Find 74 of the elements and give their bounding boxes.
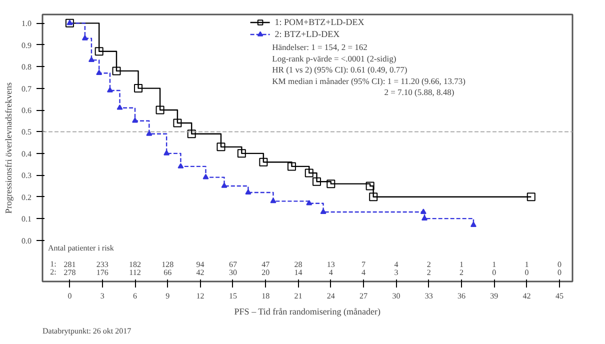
point <box>421 215 428 220</box>
y-tick-label: 0.2 <box>22 192 32 202</box>
point <box>420 208 426 214</box>
point <box>178 163 184 168</box>
point <box>94 47 104 56</box>
y-tick-label: 0.0 <box>22 236 32 246</box>
x-tick-label: 3 <box>100 292 104 300</box>
legend-label: 1: POM+BTZ+LD-DEX <box>274 16 364 28</box>
y-tick-label: 0.6 <box>22 106 32 116</box>
y-tick-label: 0.9 <box>22 40 32 50</box>
point <box>306 200 312 206</box>
point <box>237 149 246 158</box>
point <box>146 130 152 136</box>
x-tick-label: 36 <box>457 292 466 300</box>
annotation: 2 = 7.10 (5.88, 8.48) <box>384 87 454 98</box>
y-tick-label: 1.0 <box>22 19 32 28</box>
x-tick-label: 27 <box>360 292 368 300</box>
x-tick-label: 15 <box>228 292 237 300</box>
y-axis-title: Progressionsfri överlevnadsfrekvens <box>4 82 14 214</box>
point <box>245 189 252 194</box>
x-tick-label: 12 <box>196 292 204 300</box>
x-axis-title: PFS – Tid från randomisering (månader) <box>234 306 381 316</box>
annotation: KM median i månader (95% CI): 1 = 11.20 (9.66, 13.73) <box>272 76 466 86</box>
point <box>216 142 226 152</box>
point <box>88 56 94 62</box>
point <box>164 150 170 156</box>
text: Databrytpunkt: 26 okt 2017 <box>42 326 132 336</box>
x-tick-label: 30 <box>392 292 400 300</box>
point <box>287 162 296 171</box>
y-tick-label: 0.4 <box>22 149 32 158</box>
point <box>96 70 102 76</box>
point <box>221 182 228 188</box>
annotation: Antal patienter i risk <box>48 244 114 253</box>
point <box>369 192 378 202</box>
point <box>173 118 182 128</box>
point <box>134 84 143 93</box>
y-tick-label: 0.7 <box>22 84 32 94</box>
y-tick-label: 0.8 <box>22 62 32 72</box>
annotation: Händelser: 1 = 154, 2 = 162 <box>272 42 368 52</box>
text: 2: 278 176 112 66 42 30 20 14 4 4 3 2 2 0 0 0 <box>50 267 562 277</box>
point <box>187 130 196 138</box>
x-tick-label: 42 <box>522 292 531 300</box>
x-tick-label: 39 <box>490 292 498 300</box>
point <box>112 66 121 76</box>
point <box>259 158 268 166</box>
point <box>470 222 476 228</box>
point <box>304 168 314 178</box>
x-tick-label: 6 <box>133 292 138 300</box>
x-tick-label: 45 <box>555 292 564 300</box>
annotation: HR (1 vs 2) (95% CI): 0.61 (0.49, 0.77) <box>272 64 408 75</box>
y-tick-label: 0.3 <box>22 171 32 180</box>
x-tick-label: 18 <box>262 292 270 300</box>
annotation: Log-rank p-värde = <.0001 (2-sidig) <box>272 53 396 64</box>
point <box>270 198 276 204</box>
legend-label: 2: BTZ+LD-DEX <box>274 28 340 40</box>
x-tick-label: 24 <box>326 292 335 300</box>
point <box>132 117 138 123</box>
x-tick-label: 0 <box>68 292 72 300</box>
point <box>82 34 88 40</box>
x-tick-label: 21 <box>294 292 302 300</box>
point <box>156 106 164 114</box>
point <box>326 180 336 188</box>
point <box>106 87 113 92</box>
y-tick-label: 0.1 <box>22 214 32 224</box>
point <box>366 182 374 190</box>
point <box>312 177 321 186</box>
point <box>202 174 209 180</box>
point <box>526 192 536 202</box>
x-tick-label: 9 <box>166 292 170 300</box>
y-tick-label: 0.5 <box>22 128 32 137</box>
point <box>320 208 326 214</box>
text: 1: 281 233 182 128 94 67 47 28 13 7 4 2 1 1 1 0 <box>50 260 562 270</box>
x-tick-label: 33 <box>424 292 433 300</box>
point <box>116 104 123 110</box>
